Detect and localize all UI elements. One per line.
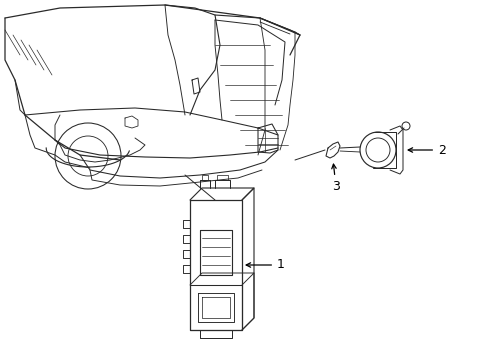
Text: 1: 1 xyxy=(246,258,285,271)
Text: 3: 3 xyxy=(332,164,340,193)
Text: 2: 2 xyxy=(408,144,446,157)
